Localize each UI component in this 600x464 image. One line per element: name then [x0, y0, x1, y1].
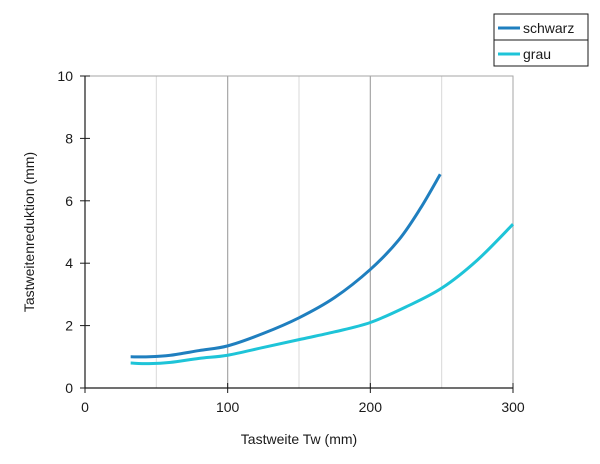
axes [80, 75, 514, 393]
series-line-schwarz [130, 173, 442, 359]
x-tick-label: 0 [81, 399, 89, 415]
legend-label-grau: grau [523, 46, 551, 62]
y-tick-label: 10 [57, 68, 73, 84]
series-line-grau [130, 223, 515, 366]
grid [155, 76, 443, 388]
legend-label-schwarz: schwarz [523, 20, 574, 36]
x-tick-label: 200 [359, 399, 383, 415]
y-tick-label: 0 [65, 380, 73, 396]
x-axis-title: Tastweite Tw (mm) [241, 431, 357, 447]
y-tick-label: 2 [65, 318, 73, 334]
y-tick-label: 8 [65, 130, 73, 146]
y-axis-title: Tastweitenreduktion (mm) [21, 152, 37, 312]
y-tick-label: 4 [65, 255, 73, 271]
y-tick-label: 6 [65, 193, 73, 209]
x-tick-label: 300 [501, 399, 525, 415]
series-lines [130, 173, 515, 366]
x-tick-label: 100 [216, 399, 240, 415]
legend: schwarz grau [493, 13, 589, 67]
